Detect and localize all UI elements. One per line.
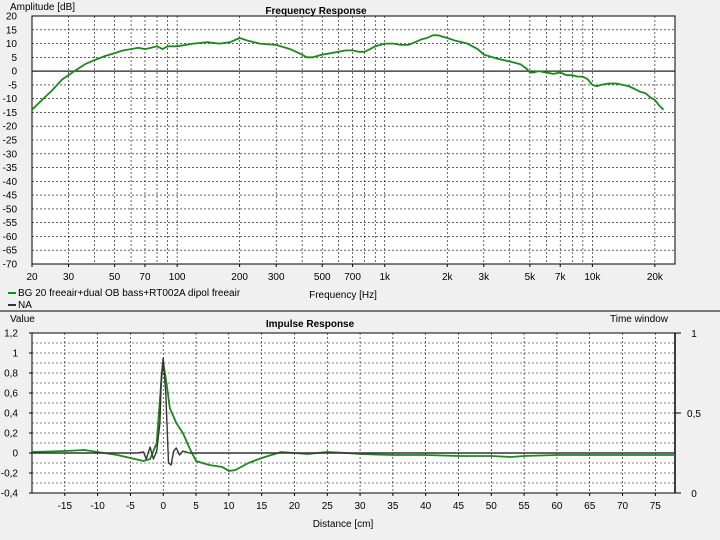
fr-x-tick-label: 5k [525,272,537,283]
fr-y-tick-label: 15 [6,25,18,36]
fr-y-tick-label: 20 [6,12,18,23]
fr-x-tick-label: 300 [268,272,285,283]
ir-series-line-impulse [32,357,675,466]
fr-x-tick-label: 2k [442,272,454,283]
fr-x-tick-label: 10k [584,272,601,283]
ir-x-tick-label: 0 [160,501,166,512]
fr-y-tick-label: -70 [3,260,18,271]
ir-y2-tick-label: 0 [691,489,697,500]
ir-x-tick-label: 5 [193,501,199,512]
ir-y-tick-label: 0,8 [4,369,18,380]
fr-y-ticks: 20 15 10 5 0 -5 -10 -15 -20 -25 -30 -35 -40 -45 -50 -55… [3,12,18,271]
fr-y-tick-label: -10 [3,94,18,105]
fr-y-tick-label: 0 [11,67,17,78]
fr-y-axis-label: Amplitude [dB] [10,2,75,13]
fr-x-tick-label: 500 [314,272,331,283]
ir-x-ticks: -15 -10 -5 0 5 10 15 20 25 30 35 40 45 50 55 60 65 70 75 [58,493,662,512]
ir-x-tick-label: -10 [90,501,105,512]
ir-y-tick-label: 1,2 [4,329,18,340]
ir-y-tick-label: 0,6 [4,389,18,400]
ir-x-tick-label: 45 [453,501,465,512]
ir-y2-axis-label: Time window [610,314,669,325]
frequency-response-panel: Amplitude [dB] Frequency Response 20 15 10… [3,2,676,311]
ir-x-tick-label: 50 [486,501,498,512]
fr-series-line [31,34,665,111]
fr-y-tick-label: 5 [11,53,17,64]
fr-y-tick-label: -65 [3,246,18,257]
fr-y-tick-label: 10 [6,39,18,50]
ir-y-tick-label: 0,2 [4,429,18,440]
legend-item-bg20: BG 20 freeair+dual OB bass+RT002A dipol … [18,288,241,299]
fr-x-tick-label: 3k [479,272,491,283]
fr-y-tick-label: -35 [3,163,18,174]
fr-x-tick-label: 1k [379,272,391,283]
ir-x-tick-label: 60 [551,501,563,512]
ir-x-tick-label: 20 [289,501,301,512]
ir-y-tick-label: 0,4 [4,409,18,420]
fr-x-tick-label: 70 [139,272,151,283]
fr-x-ticks: 20 30 50 70 100 200 300 500 700 1k 2k 3k 5k 7k 10k 20k [26,264,664,283]
fr-series [31,34,665,111]
fr-x-tick-label: 700 [344,272,361,283]
ir-x-tick-label: 10 [223,501,235,512]
legend-item-na: NA [18,300,32,311]
ir-y-tick-label: 0 [12,449,18,460]
ir-x-tick-label: 75 [650,501,662,512]
ir-x-axis-label: Distance [cm] [313,519,374,530]
fr-x-tick-label: 20 [26,272,38,283]
ir-x-tick-label: 15 [256,501,268,512]
ir-x-tick-label: 30 [354,501,366,512]
impulse-response-panel: Value Impulse Response Time window 1,210… [1,314,702,530]
ir-series [31,357,675,472]
ir-x-tick-label: 55 [519,501,531,512]
fr-title: Frequency Response [265,6,367,17]
ir-x-tick-label: 70 [617,501,629,512]
ir-y2-tick-label: 0,5 [687,409,701,420]
fr-x-axis-label: Frequency [Hz] [309,290,377,301]
ir-x-tick-label: 35 [387,501,399,512]
ir-y-tick-label: 1 [12,349,18,360]
fr-x-tick-label: 50 [109,272,121,283]
ir-x-tick-label: -15 [58,501,73,512]
fr-y-tick-label: -50 [3,204,18,215]
fr-x-tick-label: 7k [555,272,567,283]
ir-y-tick-label: -0,4 [1,489,19,500]
fr-y-tick-label: -30 [3,149,18,160]
fr-legend: BG 20 freeair+dual OB bass+RT002A dipol … [8,288,241,311]
fr-y-tick-label: -5 [8,80,17,91]
fr-y-tick-label: -20 [3,122,18,133]
fr-x-tick-label: 20k [647,272,664,283]
ir-y2-ticks: 10,50 [674,329,701,500]
fr-x-tick-label: 30 [63,272,75,283]
ir-title: Impulse Response [266,319,355,330]
fr-grid [31,16,675,264]
ir-x-tick-label: -5 [126,501,135,512]
ir-y-ticks: 1,2 1 0,8 0,6 0,4 0,2 0 -0,2 -0,4 [1,329,32,500]
fr-x-tick-label: 200 [231,272,248,283]
ir-y-axis-label: Value [10,314,35,325]
ir-x-tick-label: 25 [322,501,334,512]
fr-y-tick-label: -45 [3,191,18,202]
ir-y-tick-label: -0,2 [1,469,19,480]
ir-grid [32,333,675,493]
fr-y-tick-label: -40 [3,177,18,188]
ir-x-tick-label: 40 [420,501,432,512]
fr-y-tick-label: -25 [3,136,18,147]
ir-series-line-time-window [31,362,675,472]
fr-x-tick-label: 100 [169,272,186,283]
ir-x-tick-label: 65 [584,501,596,512]
fr-y-tick-label: -55 [3,218,18,229]
ir-y2-tick-label: 1 [691,329,697,340]
fr-y-tick-label: -60 [3,232,18,243]
fr-y-tick-label: -15 [3,108,18,119]
